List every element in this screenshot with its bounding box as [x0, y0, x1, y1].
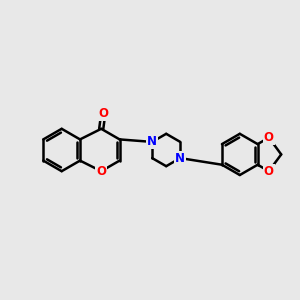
Text: N: N [147, 135, 157, 148]
Text: O: O [264, 131, 274, 144]
Text: O: O [96, 165, 106, 178]
Text: N: N [175, 152, 185, 165]
Text: O: O [264, 165, 274, 178]
Text: O: O [98, 107, 108, 120]
